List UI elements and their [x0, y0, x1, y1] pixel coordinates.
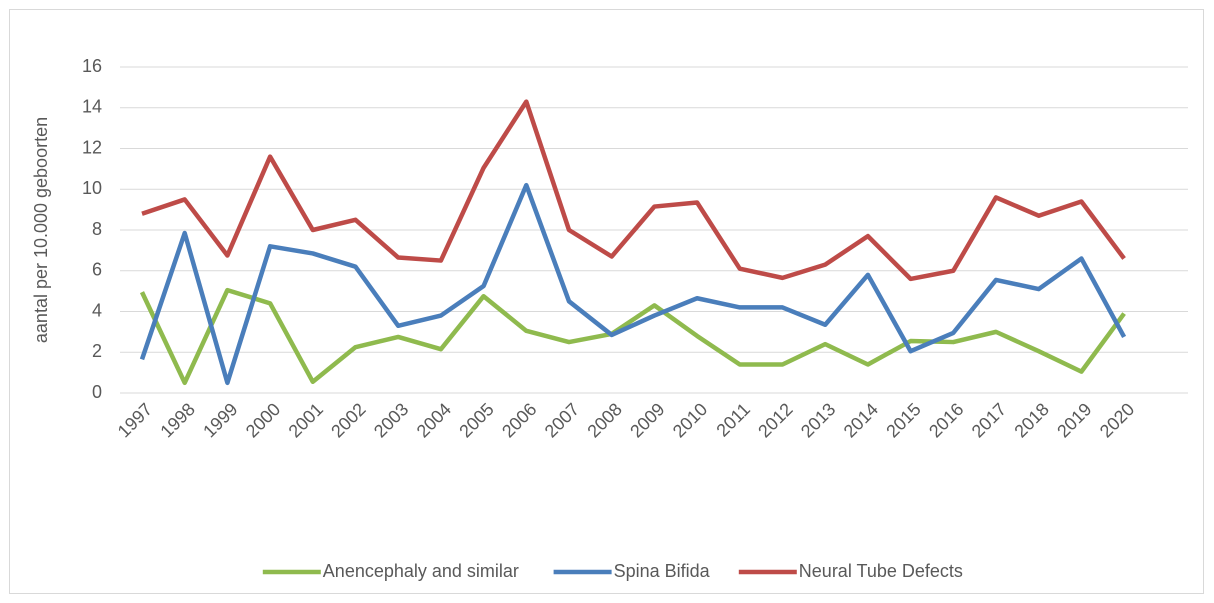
y-tick-label: 2: [92, 341, 102, 361]
y-tick-label: 10: [82, 178, 102, 198]
series-line: [141, 99, 1126, 282]
series-line: [139, 182, 1127, 386]
y-axis-label: aantal per 10.000 geboorten: [31, 117, 51, 343]
y-tick-label: 6: [92, 260, 102, 280]
y-tick-label: 0: [92, 382, 102, 402]
y-tick-label: 4: [92, 300, 102, 320]
legend-label: Spina Bifida: [614, 561, 711, 581]
y-tick-label: 12: [82, 137, 102, 157]
y-tick-label: 16: [82, 56, 102, 76]
chart-border: [9, 9, 1204, 594]
legend-label: Neural Tube Defects: [799, 561, 963, 581]
legend-label: Anencephaly and similar: [323, 561, 519, 581]
series-line: [139, 287, 1126, 386]
y-tick-label: 8: [92, 219, 102, 239]
y-tick-label: 14: [82, 97, 102, 117]
